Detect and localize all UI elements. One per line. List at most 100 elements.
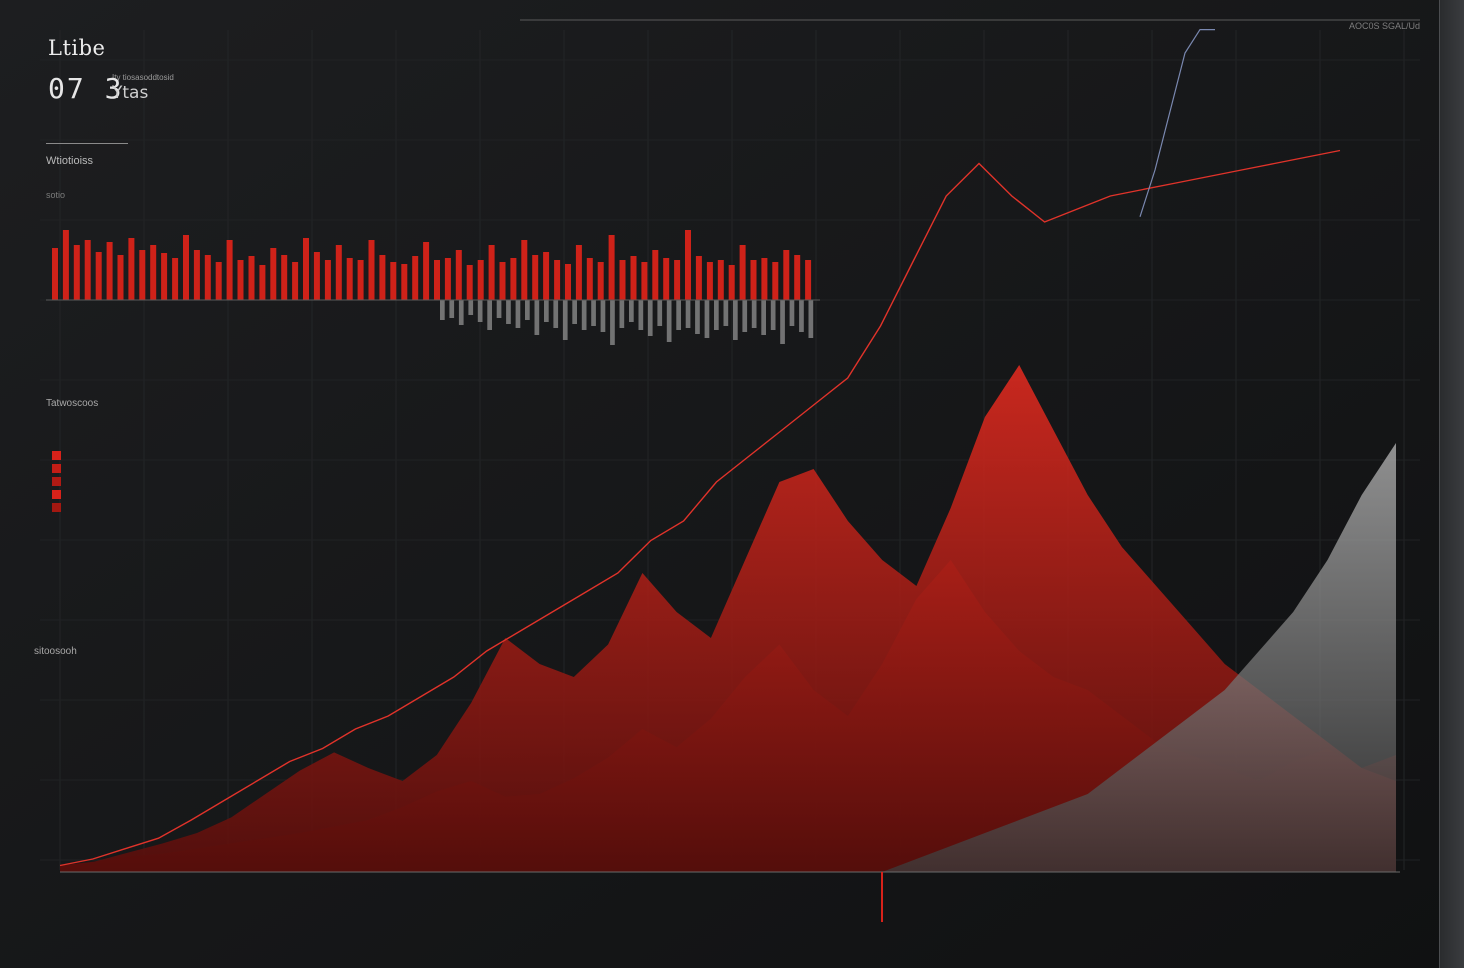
bar — [193, 250, 200, 300]
bar-grey — [477, 300, 483, 322]
bar — [674, 260, 681, 300]
bar — [292, 262, 299, 300]
bar — [630, 256, 637, 300]
legend — [52, 436, 70, 514]
bar — [444, 258, 451, 300]
bar-grey — [440, 300, 445, 320]
bar — [499, 262, 506, 300]
bar-grey — [789, 300, 795, 326]
legend-title: Tatwoscoos — [46, 398, 99, 409]
corner-label: AOC0S SGAL/Ud — [1348, 21, 1420, 31]
bar-grey — [770, 300, 776, 330]
bar — [84, 240, 91, 300]
bar — [685, 230, 691, 300]
headline-value: 07 3 — [48, 72, 124, 105]
bar — [805, 260, 812, 300]
bar-grey — [685, 300, 691, 328]
bar — [237, 260, 244, 300]
bar — [379, 255, 386, 300]
scrollbar[interactable] — [1439, 0, 1464, 968]
value-caption: Ity tiosasoddtosid — [112, 73, 174, 82]
bar — [739, 245, 746, 300]
legend-swatch — [52, 477, 61, 486]
legend-item[interactable] — [52, 475, 70, 488]
bar — [226, 240, 233, 300]
bar — [565, 264, 571, 300]
bar — [117, 255, 124, 300]
bar-grey — [534, 300, 540, 335]
bar-grey — [666, 300, 672, 342]
bar — [303, 238, 309, 300]
headline-unit: Ytas — [112, 83, 149, 103]
left-axis-label: sitoosooh — [34, 646, 77, 657]
bar-grey — [572, 300, 577, 324]
bar — [597, 262, 604, 300]
bar — [772, 262, 779, 300]
bar-grey — [449, 300, 455, 318]
bar-grey — [468, 300, 474, 315]
bar-grey — [695, 300, 700, 334]
bar-grey — [761, 300, 766, 335]
bar — [335, 245, 342, 300]
legend-item[interactable] — [52, 462, 70, 475]
bar — [794, 255, 801, 300]
bar — [652, 250, 659, 300]
legend-item[interactable] — [52, 488, 70, 501]
bar-grey — [591, 300, 596, 326]
bar-grey — [676, 300, 681, 330]
bar — [477, 260, 484, 300]
series-line — [59, 149, 1341, 867]
bar-grey — [629, 300, 634, 322]
bar-grey — [600, 300, 606, 332]
bar — [663, 258, 670, 300]
legend-swatch — [52, 464, 61, 473]
bar — [750, 260, 757, 300]
legend-item[interactable] — [52, 436, 70, 449]
bar — [215, 262, 222, 300]
legend-item[interactable] — [52, 449, 70, 462]
bar-grey — [742, 300, 748, 332]
bar — [324, 260, 331, 300]
bar — [346, 258, 353, 300]
bar — [128, 238, 135, 300]
bar-grey — [733, 300, 738, 340]
bar — [466, 265, 473, 300]
bar — [455, 250, 462, 300]
bar — [390, 262, 397, 300]
bar-grey — [751, 300, 757, 328]
bar-grey — [657, 300, 663, 326]
bar — [183, 235, 189, 300]
bar-grey — [723, 300, 729, 326]
bar — [62, 230, 69, 300]
bar-grey — [704, 300, 710, 338]
area-red — [60, 365, 1396, 872]
bar — [150, 245, 157, 300]
dashboard-title: Ltibe — [48, 36, 106, 60]
legend-swatch — [52, 490, 61, 499]
top-chart-title: Wtiotioiss — [46, 155, 94, 167]
bar-grey — [553, 300, 559, 328]
bar — [717, 260, 724, 300]
bar — [488, 245, 495, 300]
bar-grey — [808, 300, 814, 338]
bar — [510, 258, 517, 300]
bar — [368, 240, 375, 300]
bar — [434, 260, 440, 300]
bar-grey — [562, 300, 568, 340]
bar-grey — [515, 300, 521, 328]
bar — [554, 260, 561, 300]
bar — [281, 255, 288, 300]
line-chart — [59, 29, 1341, 867]
bar — [706, 262, 713, 300]
bar-grey — [799, 300, 804, 332]
bar — [619, 260, 626, 300]
bar — [401, 264, 408, 300]
top-chart-subtitle: sotio — [46, 190, 66, 200]
bar — [532, 255, 539, 300]
legend-item[interactable] — [52, 501, 70, 514]
bar-grey — [487, 300, 492, 330]
series-line-blue — [1139, 29, 1215, 217]
bar — [543, 252, 550, 300]
area-chart — [60, 365, 1396, 872]
top-bar-chart — [46, 230, 820, 345]
